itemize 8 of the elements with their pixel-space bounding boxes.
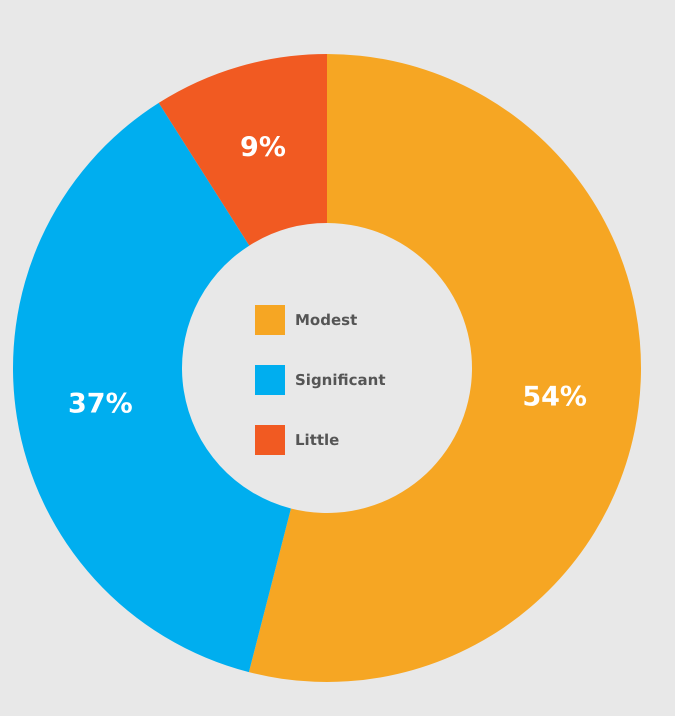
data-label: 9% [240,132,286,164]
legend-label: Little [295,431,340,449]
donut-slice [158,54,327,246]
data-label: 54% [522,381,588,412]
legend-label: Modest [295,311,358,329]
data-label: 37% [68,388,133,420]
donut-slice [13,102,291,672]
legend-label: Significant [295,371,386,389]
